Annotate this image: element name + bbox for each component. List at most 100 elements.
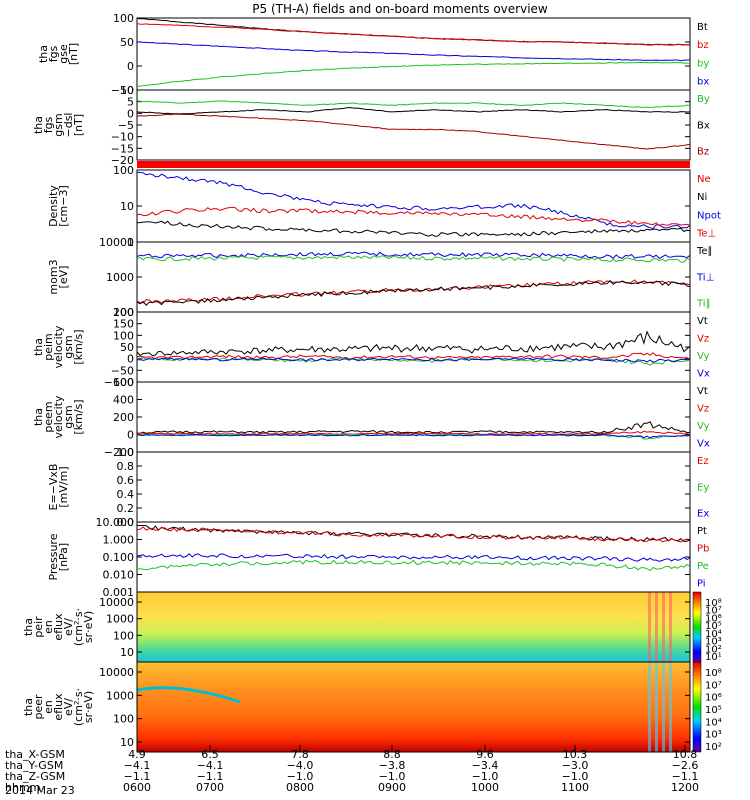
y-axis-label: velocity — [52, 325, 65, 368]
legend-entry: Te⊥ — [696, 228, 716, 239]
y-tick-label: 0.0 — [117, 516, 135, 529]
y-axis-label: [cm−3] — [57, 185, 70, 227]
colorbar — [692, 661, 702, 753]
row-value: 10.8 — [673, 748, 698, 761]
row-value: −3.8 — [379, 759, 406, 772]
spectrogram-stripe — [648, 662, 651, 752]
legend-entry: Vy — [697, 421, 710, 432]
y-axis-label: [km/s] — [72, 399, 85, 434]
row-value: 1100 — [561, 781, 589, 794]
spectrogram-stripe — [662, 592, 665, 662]
legend-entry: Ni — [697, 192, 707, 203]
y-axis-label: tha — [32, 338, 45, 356]
y-tick-label: 0.001 — [103, 586, 135, 599]
colorbar — [692, 591, 702, 663]
row-value: 1200 — [671, 781, 699, 794]
row-value: 6.5 — [201, 748, 219, 761]
y-axis-label: [nPa] — [57, 543, 70, 571]
row-value: −4.1 — [124, 759, 151, 772]
y-tick-label: 100 — [113, 164, 134, 177]
row-value: 0800 — [286, 781, 314, 794]
y-tick-label: 1.0 — [117, 446, 135, 459]
colorbar-tick: 10⁸ — [705, 668, 722, 679]
y-tick-label: 10000 — [99, 596, 134, 609]
panel-4: 10000 1000 100 mom3[eV] Te∥ Ti⊥ Ti∥ — [47, 236, 714, 319]
y-axis-label: peim — [42, 333, 55, 361]
panel-8: 10.000 1.000 0.100 0.010 0.001 Pressure[nPa] P… — [47, 516, 709, 599]
y-tick-label: 1.000 — [103, 534, 135, 547]
legend-entry: Ez — [697, 456, 709, 467]
y-tick-label: 100 — [113, 629, 134, 642]
series-line — [136, 17, 691, 46]
y-axis-label: tha — [32, 408, 45, 426]
y-axis-label: peir — [32, 616, 45, 638]
y-tick-label: 100 — [113, 329, 134, 342]
row-value: −4.0 — [287, 759, 314, 772]
y-axis-label: tha — [32, 116, 45, 134]
y-tick-label: 0.100 — [103, 551, 135, 564]
colorbar-tick: 10⁵ — [705, 705, 722, 716]
y-tick-label: 1 — [127, 236, 134, 249]
y-axis-label: Density — [47, 185, 60, 227]
colorbar-tick: 10⁸ — [705, 598, 722, 609]
row-value: 9.6 — [476, 748, 494, 761]
legend-entry: Te∥ — [696, 246, 713, 257]
row-value: −4.1 — [197, 759, 224, 772]
legend-entry: Vt — [697, 316, 708, 327]
y-tick-label: 0.4 — [117, 488, 135, 501]
legend-entry: Ti∥ — [696, 299, 711, 310]
colorbar-tick: 10³ — [705, 730, 722, 741]
series-line — [136, 106, 691, 115]
row-label: tha_Z-GSM — [5, 770, 65, 783]
legend-entry: Pb — [697, 544, 709, 555]
y-tick-label: −5 — [118, 119, 134, 132]
legend-entry: Vx — [697, 369, 710, 380]
series-line — [136, 553, 691, 562]
y-axis-label: (cm²·s· — [72, 608, 85, 646]
y-tick-label: −50 — [111, 364, 134, 377]
panel-frame — [136, 311, 691, 383]
series-line — [136, 434, 691, 439]
y-tick-label: −20 — [111, 154, 134, 167]
y-tick-label: 50 — [120, 341, 134, 354]
legend-entry: Ey — [697, 482, 709, 493]
series-line — [136, 206, 691, 227]
y-tick-label: 600 — [113, 376, 134, 389]
series-line — [136, 41, 690, 62]
spectrogram-feature — [136, 686, 241, 704]
y-tick-label: 1000 — [106, 689, 134, 702]
series-line — [136, 279, 691, 306]
y-axis-label: eflux — [52, 693, 65, 721]
position-rows: tha_X-GSM 4.9 6.5 7.8 8.8 9.6 10.3 10.8 tha_Y-GS… — [5, 745, 699, 794]
legend-entry: Pe — [697, 561, 709, 572]
series-line — [136, 279, 691, 304]
legend-entry: Ti⊥ — [696, 272, 714, 283]
flag-band — [137, 161, 690, 168]
colorbar-tick: 10² — [705, 644, 722, 655]
spectrogram-stripe — [648, 592, 651, 662]
y-tick-label: 0.6 — [117, 474, 135, 487]
row-value: −1.1 — [672, 770, 699, 783]
row-value: −1.1 — [124, 770, 151, 783]
y-axis-label: [km/s] — [72, 329, 85, 364]
panel-3: 100 10 1 Density[cm−3] Ne Ni Npot Te⊥ — [47, 164, 721, 249]
y-tick-label: 200 — [113, 411, 134, 424]
spectrogram-stripe — [669, 592, 672, 662]
series-line — [136, 61, 691, 88]
y-tick-label: 0.8 — [117, 460, 135, 473]
row-value: 0600 — [123, 781, 151, 794]
series-line — [136, 559, 691, 572]
colorbar-tick: 10⁴ — [705, 629, 722, 640]
y-axis-label: mom3 — [47, 259, 60, 294]
y-axis-label: gsm — [62, 335, 75, 358]
y-axis-label: tha — [22, 698, 35, 716]
colorbar-tick: 10⁶ — [705, 613, 722, 624]
spectrogram-stripe — [655, 662, 658, 752]
y-axis-label: −dsl — [62, 113, 75, 138]
row-value: 4.9 — [128, 748, 146, 761]
y-tick-label: 0 — [127, 60, 134, 73]
series-line — [137, 525, 691, 542]
